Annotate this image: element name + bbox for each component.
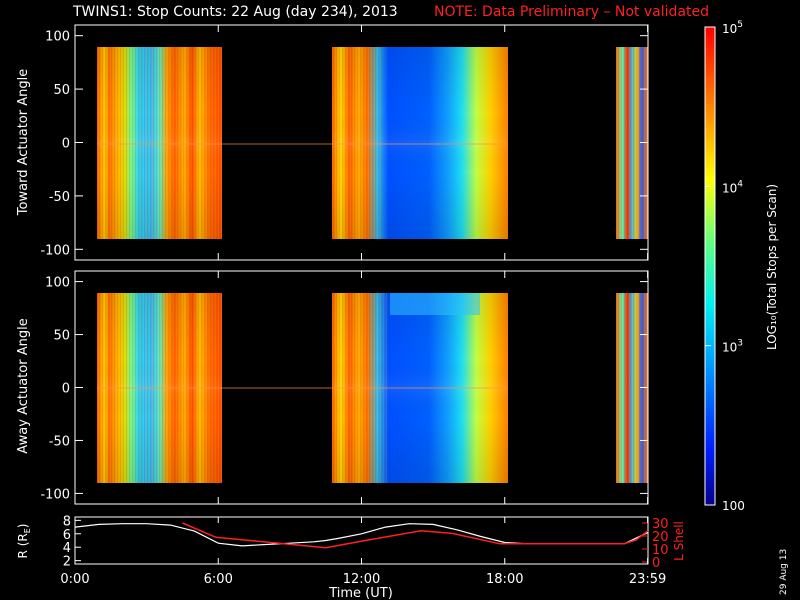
colorbar-tick-base: 10	[722, 22, 737, 36]
colorbar-tick-base: 10	[722, 181, 737, 195]
heatmap-block	[97, 47, 222, 239]
r-tick-label: 2	[63, 555, 71, 570]
colorbar-tick-label: 103	[722, 339, 743, 355]
lshell-axis-label: L Shell	[672, 521, 686, 561]
colorbar-tick-base: 10	[722, 341, 737, 355]
r-tick-label: 4	[63, 541, 71, 556]
r-axis-label: R (RE)	[16, 524, 32, 559]
colorbar-label: LOG₁₀(Total Stops per Scan)	[765, 184, 779, 350]
time-tick-label: 12:00	[343, 572, 380, 587]
time-tick-label: 0:00	[60, 572, 89, 587]
toward-ylabel: Toward Actuator Angle	[16, 69, 31, 216]
x-axis-label: Time (UT)	[328, 586, 393, 600]
heatmap-block	[332, 47, 508, 239]
lshell-line	[182, 522, 649, 549]
toward-tick-label: 50	[53, 83, 70, 98]
toward-heatmap	[97, 47, 648, 239]
toward-tick-label: -50	[49, 190, 70, 205]
orbit-lines	[74, 522, 649, 549]
toward-tick-label: 0	[62, 137, 70, 152]
preliminary-note: NOTE: Data Preliminary – Not validated	[434, 4, 709, 20]
heatmap-block	[97, 293, 222, 483]
away-heatmap	[97, 293, 648, 483]
r-axis-label-main: R (R	[16, 533, 30, 558]
away-tick-label: 100	[45, 276, 70, 291]
colorbar-tick-label: 104	[722, 179, 743, 195]
toward-tick-label: 100	[45, 30, 70, 45]
away-tick-label: 50	[53, 329, 70, 344]
r-axis-label-close: )	[16, 524, 30, 529]
toward-tick-label: -100	[40, 243, 70, 258]
heatmap-block	[390, 293, 480, 315]
toward-y-ticks: 100 50 0 -50 -100	[40, 25, 649, 260]
time-tick-label: 18:00	[486, 572, 523, 587]
lshell-tick-label: 20	[652, 530, 669, 545]
heatmap-block	[332, 293, 508, 483]
colorbar-tick-label: 105	[722, 20, 743, 36]
colorbar-tick-base: 100	[722, 499, 745, 513]
r-tick-label: 8	[63, 514, 71, 529]
away-tick-label: -50	[49, 434, 70, 449]
colorbar-tick-label: 100	[722, 499, 745, 513]
r-tick-label: 6	[63, 528, 71, 543]
away-tick-label: -100	[40, 487, 70, 502]
away-tick-label: 0	[62, 382, 70, 397]
lshell-tick-label: 30	[652, 517, 669, 532]
toward-panel: 100 50 0 -50 -100 Toward Actuator Angle	[16, 24, 649, 261]
time-tick-label: 23:59	[629, 572, 666, 587]
away-ylabel: Away Actuator Angle	[16, 318, 31, 453]
r-axis-label-sub: E	[23, 528, 32, 533]
colorbar-tick-exponent: 3	[737, 339, 743, 349]
lshell-tick-label: 0	[652, 556, 660, 571]
colorbar-tick-exponent: 5	[737, 20, 743, 30]
away-y-ticks: 100 50 0 -50 -100	[40, 271, 649, 504]
time-tick-label: 6:00	[204, 572, 233, 587]
colorbar-tick-exponent: 4	[737, 179, 743, 189]
chart-title: TWINS1: Stop Counts: 22 Aug (day 234), 2…	[73, 4, 398, 20]
r-distance-line	[74, 523, 649, 547]
date-stamp: 29 Aug 13	[779, 549, 789, 595]
colorbar-gradient	[704, 26, 716, 506]
lshell-tick-label: 10	[652, 543, 669, 558]
away-panel: 100 50 0 -50 -100 Away Actuator Angle	[16, 270, 649, 505]
